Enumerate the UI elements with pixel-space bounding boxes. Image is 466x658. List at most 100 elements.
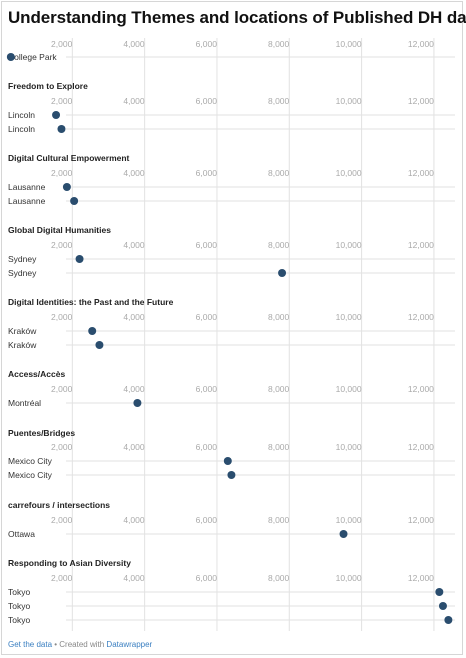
tick-label-2-5: 12,000: [408, 168, 434, 178]
tick-label-2-2: 6,000: [196, 168, 218, 178]
tick-label-5-3: 8,000: [268, 384, 290, 394]
data-point-5-0: [133, 399, 142, 407]
row-label-6-0: Mexico City: [8, 456, 53, 466]
tick-label-7-2: 6,000: [196, 515, 218, 525]
data-point-6-0: [223, 457, 232, 465]
data-point-4-1: [95, 341, 104, 349]
tick-label-3-2: 6,000: [196, 240, 218, 250]
tick-label-6-5: 12,000: [408, 442, 434, 452]
row-label-8-1: Tokyo: [8, 601, 30, 611]
tick-label-0-3: 8,000: [268, 39, 290, 49]
row-label-4-1: Kraków: [8, 340, 37, 350]
tick-label-8-1: 4,000: [123, 573, 145, 583]
tick-label-4-4: 10,000: [336, 312, 362, 322]
tick-label-0-4: 10,000: [336, 39, 362, 49]
group-title-6: Puentes/Bridges: [8, 428, 75, 438]
data-point-1-1: [57, 125, 66, 133]
row-label-7-0: Ottawa: [8, 529, 35, 539]
tick-label-4-5: 12,000: [408, 312, 434, 322]
tick-label-6-3: 8,000: [268, 442, 290, 452]
row-label-2-0: Lausanne: [8, 182, 46, 192]
tick-label-7-4: 10,000: [336, 515, 362, 525]
data-point-2-0: [62, 183, 71, 191]
tick-label-3-4: 10,000: [336, 240, 362, 250]
group-title-2: Digital Cultural Empowerment: [8, 153, 130, 163]
chart-footer: Get the data • Created with Datawrapper: [8, 640, 152, 649]
row-label-5-0: Montréal: [8, 398, 41, 408]
tick-label-6-0: 2,000: [51, 442, 73, 452]
tick-label-1-2: 6,000: [196, 96, 218, 106]
row-label-1-1: Lincoln: [8, 124, 35, 134]
tick-label-8-0: 2,000: [51, 573, 73, 583]
tick-label-0-2: 6,000: [196, 39, 218, 49]
tick-label-6-1: 4,000: [123, 442, 145, 452]
tick-label-1-3: 8,000: [268, 96, 290, 106]
tick-label-4-0: 2,000: [51, 312, 73, 322]
data-point-0-0: [6, 53, 15, 61]
tick-label-7-0: 2,000: [51, 515, 73, 525]
tick-label-4-2: 6,000: [196, 312, 218, 322]
tick-label-1-4: 10,000: [336, 96, 362, 106]
tick-label-6-2: 6,000: [196, 442, 218, 452]
tick-label-2-0: 2,000: [51, 168, 73, 178]
group-title-8: Responding to Asian Diversity: [8, 558, 131, 568]
tick-label-7-5: 12,000: [408, 515, 434, 525]
tick-label-1-0: 2,000: [51, 96, 73, 106]
datawrapper-link[interactable]: Datawrapper: [106, 640, 153, 649]
tick-label-3-1: 4,000: [123, 240, 145, 250]
data-point-8-0: [435, 588, 444, 596]
data-point-1-0: [52, 111, 61, 119]
tick-label-5-5: 12,000: [408, 384, 434, 394]
tick-label-5-1: 4,000: [123, 384, 145, 394]
tick-label-2-1: 4,000: [123, 168, 145, 178]
row-label-8-0: Tokyo: [8, 587, 30, 597]
tick-label-5-0: 2,000: [51, 384, 73, 394]
tick-label-0-1: 4,000: [123, 39, 145, 49]
group-title-4: Digital Identities: the Past and the Fut…: [8, 297, 174, 307]
row-label-3-1: Sydney: [8, 268, 37, 278]
tick-label-8-3: 8,000: [268, 573, 290, 583]
data-point-7-0: [339, 530, 348, 538]
get-data-link[interactable]: Get the data: [8, 640, 53, 649]
row-label-8-2: Tokyo: [8, 615, 30, 625]
tick-label-8-2: 6,000: [196, 573, 218, 583]
group-title-7: carrefours / intersections: [8, 500, 110, 510]
row-label-0-0: College Park: [8, 52, 57, 62]
data-point-3-1: [278, 269, 287, 277]
tick-label-3-5: 12,000: [408, 240, 434, 250]
data-point-6-1: [227, 471, 236, 479]
data-point-3-0: [75, 255, 84, 263]
footer-separator: • Created with: [52, 640, 107, 649]
data-point-8-2: [444, 616, 453, 624]
tick-label-3-3: 8,000: [268, 240, 290, 250]
row-label-2-1: Lausanne: [8, 196, 46, 206]
row-label-1-0: Lincoln: [8, 110, 35, 120]
tick-label-0-0: 2,000: [51, 39, 73, 49]
tick-label-5-4: 10,000: [336, 384, 362, 394]
row-label-4-0: Kraków: [8, 326, 37, 336]
tick-label-4-3: 8,000: [268, 312, 290, 322]
tick-label-6-4: 10,000: [336, 442, 362, 452]
row-label-3-0: Sydney: [8, 254, 37, 264]
data-point-8-1: [438, 602, 447, 610]
tick-label-8-4: 10,000: [336, 573, 362, 583]
tick-label-1-1: 4,000: [123, 96, 145, 106]
tick-label-2-3: 8,000: [268, 168, 290, 178]
data-point-2-1: [70, 197, 79, 205]
tick-label-0-5: 12,000: [408, 39, 434, 49]
tick-label-8-5: 12,000: [408, 573, 434, 583]
tick-label-7-3: 8,000: [268, 515, 290, 525]
row-label-6-1: Mexico City: [8, 470, 53, 480]
tick-label-2-4: 10,000: [336, 168, 362, 178]
group-title-1: Freedom to Explore: [8, 81, 88, 91]
chart-title: Understanding Themes and locations of Pu…: [8, 8, 466, 27]
data-point-4-0: [88, 327, 97, 335]
tick-label-7-1: 4,000: [123, 515, 145, 525]
group-title-5: Access/Accès: [8, 369, 65, 379]
tick-label-5-2: 6,000: [196, 384, 218, 394]
group-title-3: Global Digital Humanities: [8, 225, 111, 235]
tick-label-3-0: 2,000: [51, 240, 73, 250]
tick-label-1-5: 12,000: [408, 96, 434, 106]
